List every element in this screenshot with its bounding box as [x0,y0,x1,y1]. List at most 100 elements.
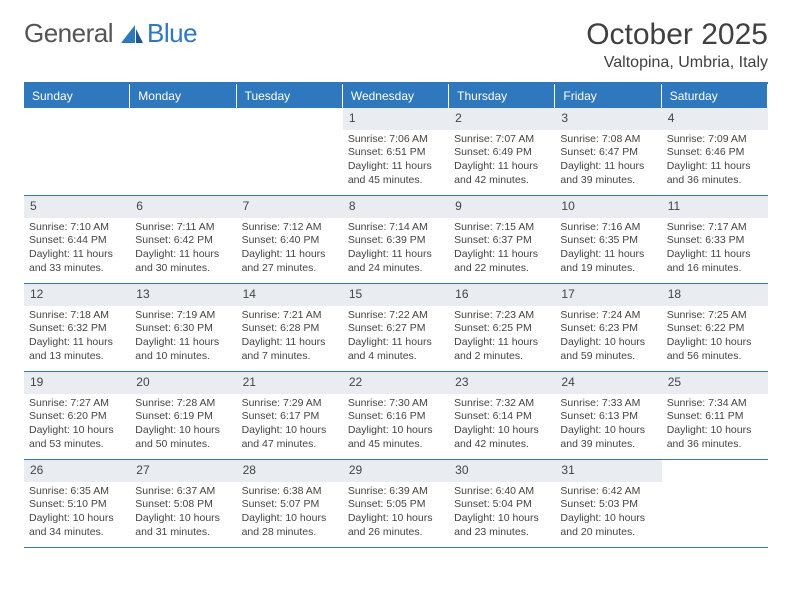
day-body: Sunrise: 7:06 AMSunset: 6:51 PMDaylight:… [343,130,449,194]
day-body: Sunrise: 7:28 AMSunset: 6:19 PMDaylight:… [130,394,236,458]
title-block: October 2025 Valtopina, Umbria, Italy [586,18,768,72]
header: General Blue October 2025 Valtopina, Umb… [24,18,768,72]
day-number: 15 [343,284,449,306]
day-body: Sunrise: 7:08 AMSunset: 6:47 PMDaylight:… [555,130,661,194]
day-cell: 22Sunrise: 7:30 AMSunset: 6:16 PMDayligh… [343,372,449,460]
day-number: 11 [662,196,768,218]
day-body: Sunrise: 7:30 AMSunset: 6:16 PMDaylight:… [343,394,449,458]
day-number: 30 [449,460,555,482]
month-title: October 2025 [586,18,768,52]
day-body: Sunrise: 7:16 AMSunset: 6:35 PMDaylight:… [555,218,661,282]
day-cell: 31Sunrise: 6:42 AMSunset: 5:03 PMDayligh… [555,460,661,548]
day-body: Sunrise: 7:18 AMSunset: 6:32 PMDaylight:… [24,306,130,370]
day-body: Sunrise: 7:29 AMSunset: 6:17 PMDaylight:… [237,394,343,458]
day-number: 17 [555,284,661,306]
day-header: Friday [555,84,661,108]
day-cell: 9Sunrise: 7:15 AMSunset: 6:37 PMDaylight… [449,196,555,284]
day-cell: 21Sunrise: 7:29 AMSunset: 6:17 PMDayligh… [237,372,343,460]
day-header: Wednesday [343,84,449,108]
day-number: 4 [662,108,768,130]
day-body: Sunrise: 7:12 AMSunset: 6:40 PMDaylight:… [237,218,343,282]
day-number: 21 [237,372,343,394]
day-body: Sunrise: 7:07 AMSunset: 6:49 PMDaylight:… [449,130,555,194]
day-number: 6 [130,196,236,218]
day-body: Sunrise: 7:10 AMSunset: 6:44 PMDaylight:… [24,218,130,282]
calendar-page: General Blue October 2025 Valtopina, Umb… [0,0,792,566]
day-number: 13 [130,284,236,306]
day-cell: 10Sunrise: 7:16 AMSunset: 6:35 PMDayligh… [555,196,661,284]
day-cell: 26Sunrise: 6:35 AMSunset: 5:10 PMDayligh… [24,460,130,548]
day-number: 8 [343,196,449,218]
day-header: Tuesday [237,84,343,108]
day-cell: 14Sunrise: 7:21 AMSunset: 6:28 PMDayligh… [237,284,343,372]
day-body: Sunrise: 7:11 AMSunset: 6:42 PMDaylight:… [130,218,236,282]
day-number: 20 [130,372,236,394]
empty-cell [130,108,236,196]
day-cell: 20Sunrise: 7:28 AMSunset: 6:19 PMDayligh… [130,372,236,460]
day-body: Sunrise: 7:33 AMSunset: 6:13 PMDaylight:… [555,394,661,458]
day-cell: 3Sunrise: 7:08 AMSunset: 6:47 PMDaylight… [555,108,661,196]
day-body: Sunrise: 6:42 AMSunset: 5:03 PMDaylight:… [555,482,661,546]
day-cell: 16Sunrise: 7:23 AMSunset: 6:25 PMDayligh… [449,284,555,372]
day-cell: 4Sunrise: 7:09 AMSunset: 6:46 PMDaylight… [662,108,768,196]
day-number: 16 [449,284,555,306]
day-number: 26 [24,460,130,482]
day-cell: 11Sunrise: 7:17 AMSunset: 6:33 PMDayligh… [662,196,768,284]
day-cell: 19Sunrise: 7:27 AMSunset: 6:20 PMDayligh… [24,372,130,460]
day-body: Sunrise: 7:32 AMSunset: 6:14 PMDaylight:… [449,394,555,458]
location: Valtopina, Umbria, Italy [586,54,768,72]
logo-word2: Blue [147,18,197,49]
day-body: Sunrise: 7:21 AMSunset: 6:28 PMDaylight:… [237,306,343,370]
day-cell: 12Sunrise: 7:18 AMSunset: 6:32 PMDayligh… [24,284,130,372]
day-cell: 6Sunrise: 7:11 AMSunset: 6:42 PMDaylight… [130,196,236,284]
day-cell: 7Sunrise: 7:12 AMSunset: 6:40 PMDaylight… [237,196,343,284]
empty-cell [237,108,343,196]
day-number: 28 [237,460,343,482]
day-cell: 18Sunrise: 7:25 AMSunset: 6:22 PMDayligh… [662,284,768,372]
day-body: Sunrise: 6:38 AMSunset: 5:07 PMDaylight:… [237,482,343,546]
day-number: 24 [555,372,661,394]
logo-word1: General [24,18,113,49]
day-number: 18 [662,284,768,306]
day-body: Sunrise: 7:17 AMSunset: 6:33 PMDaylight:… [662,218,768,282]
day-cell: 24Sunrise: 7:33 AMSunset: 6:13 PMDayligh… [555,372,661,460]
day-cell: 29Sunrise: 6:39 AMSunset: 5:05 PMDayligh… [343,460,449,548]
day-number: 23 [449,372,555,394]
day-number: 19 [24,372,130,394]
day-cell: 5Sunrise: 7:10 AMSunset: 6:44 PMDaylight… [24,196,130,284]
empty-cell [662,460,768,548]
logo: General Blue [24,18,197,49]
day-body: Sunrise: 7:09 AMSunset: 6:46 PMDaylight:… [662,130,768,194]
day-number: 12 [24,284,130,306]
day-number: 3 [555,108,661,130]
day-body: Sunrise: 7:14 AMSunset: 6:39 PMDaylight:… [343,218,449,282]
day-cell: 25Sunrise: 7:34 AMSunset: 6:11 PMDayligh… [662,372,768,460]
day-number: 10 [555,196,661,218]
day-cell: 28Sunrise: 6:38 AMSunset: 5:07 PMDayligh… [237,460,343,548]
day-body: Sunrise: 7:24 AMSunset: 6:23 PMDaylight:… [555,306,661,370]
day-body: Sunrise: 7:27 AMSunset: 6:20 PMDaylight:… [24,394,130,458]
day-body: Sunrise: 7:15 AMSunset: 6:37 PMDaylight:… [449,218,555,282]
day-body: Sunrise: 7:34 AMSunset: 6:11 PMDaylight:… [662,394,768,458]
day-cell: 23Sunrise: 7:32 AMSunset: 6:14 PMDayligh… [449,372,555,460]
calendar-grid: SundayMondayTuesdayWednesdayThursdayFrid… [24,82,768,548]
day-body: Sunrise: 6:40 AMSunset: 5:04 PMDaylight:… [449,482,555,546]
day-cell: 15Sunrise: 7:22 AMSunset: 6:27 PMDayligh… [343,284,449,372]
day-header: Thursday [449,84,555,108]
sail-icon [115,23,145,45]
day-cell: 30Sunrise: 6:40 AMSunset: 5:04 PMDayligh… [449,460,555,548]
day-cell: 17Sunrise: 7:24 AMSunset: 6:23 PMDayligh… [555,284,661,372]
day-header: Monday [130,84,236,108]
day-number: 9 [449,196,555,218]
day-cell: 8Sunrise: 7:14 AMSunset: 6:39 PMDaylight… [343,196,449,284]
day-number: 29 [343,460,449,482]
day-header: Sunday [24,84,130,108]
day-number: 1 [343,108,449,130]
day-cell: 27Sunrise: 6:37 AMSunset: 5:08 PMDayligh… [130,460,236,548]
day-cell: 1Sunrise: 7:06 AMSunset: 6:51 PMDaylight… [343,108,449,196]
day-cell: 2Sunrise: 7:07 AMSunset: 6:49 PMDaylight… [449,108,555,196]
day-body: Sunrise: 7:22 AMSunset: 6:27 PMDaylight:… [343,306,449,370]
day-body: Sunrise: 6:35 AMSunset: 5:10 PMDaylight:… [24,482,130,546]
day-body: Sunrise: 7:19 AMSunset: 6:30 PMDaylight:… [130,306,236,370]
day-body: Sunrise: 7:25 AMSunset: 6:22 PMDaylight:… [662,306,768,370]
